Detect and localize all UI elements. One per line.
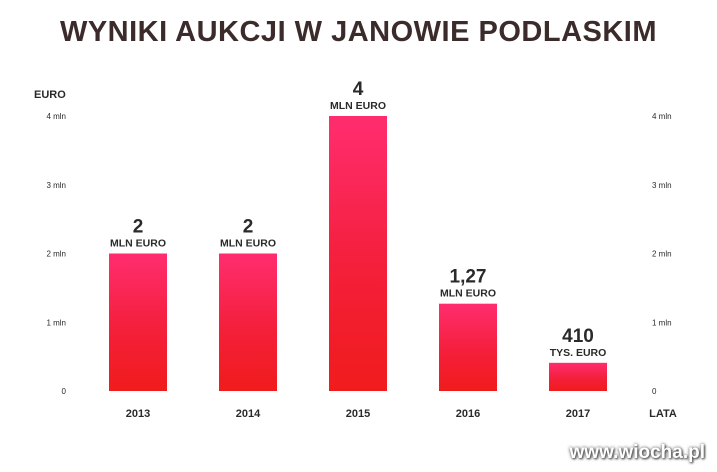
watermark: www.wiocha.pl: [569, 442, 705, 463]
data-label-unit: MLN EURO: [220, 238, 276, 250]
data-label-unit: TYS. EURO: [550, 347, 607, 359]
bar: [329, 116, 387, 391]
data-label-value: 410: [562, 326, 594, 347]
y-tick-label-left: 2 mln: [46, 250, 66, 259]
x-axis-label: LATA: [649, 408, 677, 420]
bar: [439, 303, 497, 391]
data-label-unit: MLN EURO: [330, 100, 386, 112]
y-tick-label-right: 2 mln: [652, 250, 672, 259]
bar: [109, 253, 167, 391]
x-tick-label: 2013: [126, 408, 150, 420]
data-label-value: 2: [243, 217, 254, 238]
y-tick-label-right: 0: [652, 387, 657, 396]
y-tick-label-left: 1 mln: [46, 318, 66, 327]
data-label-value: 4: [353, 79, 364, 100]
data-label-value: 1,27: [450, 267, 487, 288]
x-tick-label: 2014: [236, 408, 261, 420]
y-tick-label-left: 3 mln: [46, 181, 66, 190]
data-label-unit: MLN EURO: [110, 238, 166, 250]
y-tick-label-right: 3 mln: [652, 181, 672, 190]
x-tick-label: 2016: [456, 408, 480, 420]
x-tick-label: 2017: [566, 408, 590, 420]
y-tick-label-left: 0: [62, 387, 67, 396]
y-axis-label: EURO: [34, 89, 66, 101]
bar: [549, 362, 607, 391]
y-tick-label-right: 4 mln: [652, 112, 672, 121]
x-tick-label: 2015: [346, 408, 370, 420]
y-tick-label-right: 1 mln: [652, 318, 672, 327]
bar: [219, 253, 277, 391]
data-label-value: 2: [133, 217, 144, 238]
chart-title: WYNIKI AUKCJI W JANOWIE PODLASKIM: [59, 16, 658, 48]
data-label-unit: MLN EURO: [440, 288, 496, 300]
y-tick-label-left: 4 mln: [46, 112, 66, 121]
